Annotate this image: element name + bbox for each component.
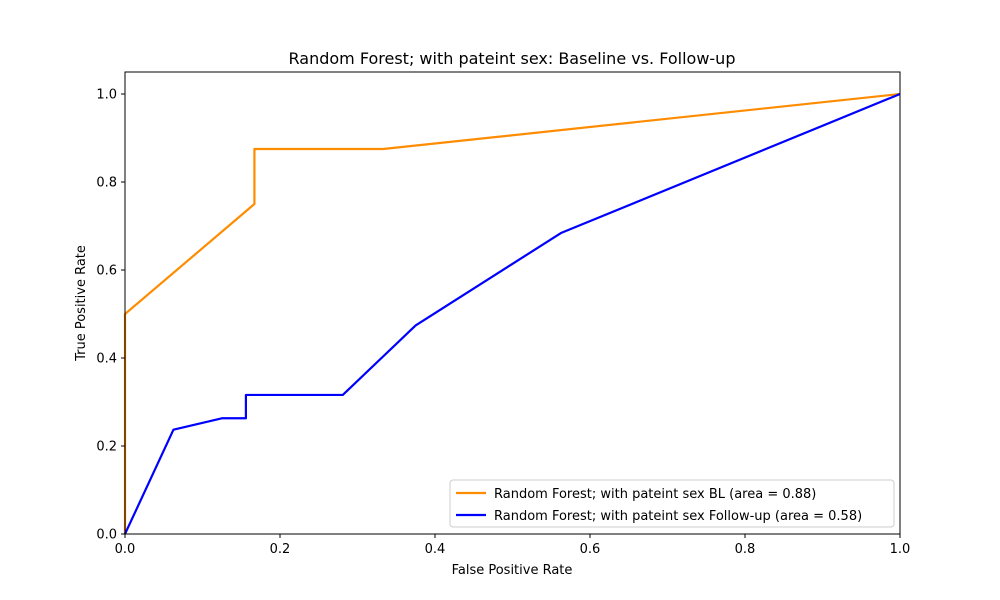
plot-frame: [124, 71, 901, 535]
x-axis: 0.0 0.2 0.4 0.6 0.8 1.0: [115, 534, 911, 557]
y-tick-label: 0.6: [96, 264, 117, 279]
legend-entry-label: Random Forest; with pateint sex BL (area…: [494, 487, 816, 502]
x-tick-label: 0.6: [580, 542, 601, 557]
legend-box: [449, 479, 895, 528]
x-tick-label: 0.8: [735, 542, 756, 557]
x-tick-label: 1.0: [890, 542, 911, 557]
y-tick-label: 0.4: [96, 352, 117, 367]
x-tick-label: 0.4: [425, 542, 446, 557]
x-axis-label: False Positive Rate: [452, 563, 573, 578]
y-tick-label: 0.0: [96, 528, 117, 543]
x-tick-label: 0.2: [270, 542, 291, 557]
legend-entry-label: Random Forest; with pateint sex Follow-u…: [494, 509, 862, 524]
y-tick-label: 1.0: [96, 88, 117, 103]
y-axis-label: True Positive Rate: [74, 245, 89, 362]
y-tick-label: 0.2: [96, 440, 117, 455]
y-axis: 0.0 0.2 0.4 0.6 0.8 1.0: [96, 88, 125, 543]
x-tick-label: 0.0: [115, 542, 136, 557]
chart-title: Random Forest; with pateint sex: Baselin…: [289, 49, 736, 68]
y-tick-label: 0.8: [96, 176, 117, 191]
series-line-follow-up: [124, 92, 901, 535]
legend: Random Forest; with pateint sex BL (area…: [449, 479, 895, 528]
